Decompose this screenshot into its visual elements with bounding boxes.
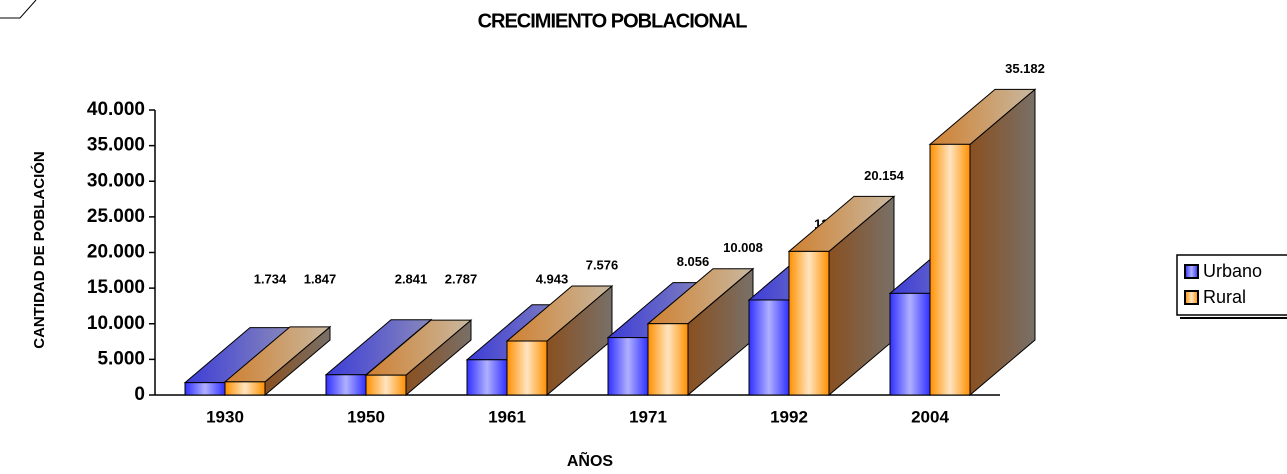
bar: [365, 374, 407, 396]
bar: [506, 340, 548, 396]
bar: [647, 323, 689, 396]
value-label: 7.576: [586, 257, 619, 272]
legend-swatch: [1184, 264, 1199, 279]
legend-label: Rural: [1203, 287, 1246, 307]
x-tick-label: 1992: [770, 407, 808, 426]
legend-label: Urbano: [1203, 261, 1262, 281]
bar: [889, 292, 931, 396]
bar: [748, 299, 790, 396]
bar: [466, 359, 508, 396]
value-label: 35.182: [1005, 61, 1045, 76]
bar: [325, 374, 367, 396]
y-tick-label: 0: [134, 384, 145, 405]
y-tick-label: 10.000: [87, 313, 145, 334]
decoration: [0, 0, 37, 19]
y-tick-label: 25.000: [87, 206, 145, 227]
legend-swatch: [1184, 290, 1199, 305]
x-tick-label: 1961: [488, 407, 526, 426]
bar: [224, 381, 266, 396]
value-label: 2.787: [445, 271, 478, 286]
value-label: 10.008: [723, 240, 763, 255]
value-label: 4.943: [536, 271, 569, 286]
bar: [788, 250, 830, 396]
y-axis-title: CANTIDAD DE POBLACIÓN: [30, 151, 48, 349]
y-tick-label: 15.000: [87, 277, 145, 298]
value-label: 2.841: [395, 271, 428, 286]
y-tick-label: 5.000: [97, 348, 145, 369]
bar: [607, 337, 649, 396]
y-tick-label: 30.000: [87, 170, 145, 191]
y-tick-label: 40.000: [87, 99, 145, 120]
value-label: 1.847: [304, 271, 337, 286]
x-axis-title: AÑOS: [567, 450, 614, 470]
value-label: 20.154: [864, 168, 905, 183]
y-tick-label: 20.000: [87, 242, 145, 263]
bar: [184, 382, 226, 396]
x-tick-label: 1971: [629, 407, 667, 426]
x-tick-label: 2004: [911, 407, 949, 426]
y-tick-label: 35.000: [87, 135, 145, 156]
x-tick-label: 1950: [347, 407, 385, 426]
value-label: 1.734: [254, 271, 287, 286]
x-tick-label: 1930: [206, 407, 244, 426]
bar: [929, 143, 971, 396]
chart-title: CRECIMIENTO POBLACIONAL: [478, 10, 748, 32]
value-label: 8.056: [677, 254, 710, 269]
